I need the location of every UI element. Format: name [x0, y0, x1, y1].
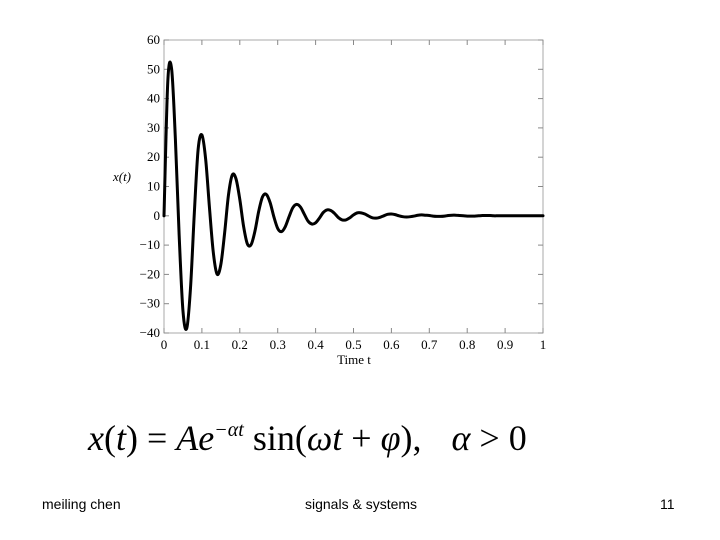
footer-course: signals & systems [305, 496, 418, 512]
y-tick-label: 60 [147, 32, 160, 47]
y-tick-label: −10 [140, 237, 160, 252]
formula-phi: φ [380, 418, 401, 458]
x-tick-label: 0.2 [232, 337, 248, 352]
y-ticks: 60 50 40 30 20 10 0 −10 −20 −30 −40 [140, 32, 543, 340]
x-tick-label: 0.5 [345, 337, 361, 352]
y-tick-label: −30 [140, 296, 160, 311]
y-tick-label: 20 [147, 149, 160, 164]
x-tick-label: 0.8 [459, 337, 475, 352]
footer-page-number: 11 [660, 496, 675, 512]
y-tick-label: 0 [154, 208, 161, 223]
formula-alpha: α [451, 418, 471, 458]
damped-sinusoid-formula: x(t) = Ae−αt sin(ωt + φ), α > 0 [88, 418, 527, 458]
series-line-x-of-t [162, 60, 545, 331]
y-tick-label: 40 [147, 91, 160, 106]
formula-e: e [198, 418, 215, 458]
x-ticks: 0 0.1 0.2 0.3 0.4 0.5 0.6 0.7 0.8 0.9 1 [161, 40, 547, 352]
formula-exponent: −αt [214, 419, 244, 441]
formula-x: x [88, 418, 104, 458]
y-axis-label: x(t) [112, 169, 131, 184]
x-tick-label: 0.7 [421, 337, 438, 352]
x-tick-label: 0.9 [497, 337, 513, 352]
y-tick-label: 30 [147, 120, 160, 135]
formula-eq: ) = [126, 418, 177, 458]
damped-oscillation-chart: 0 0.1 0.2 0.3 0.4 0.5 0.6 0.7 0.8 0.9 1 60 50 40 30 20… [112, 32, 547, 367]
x-tick-label: 0.6 [383, 337, 400, 352]
formula-plus: + [342, 418, 381, 458]
formula-sin: sin( [243, 418, 307, 458]
x-tick-label: 0.4 [307, 337, 324, 352]
footer-author: meiling chen [42, 496, 121, 512]
x-tick-label: 0 [161, 337, 168, 352]
formula-gt: > 0 [470, 418, 527, 458]
x-axis-label: Time t [337, 352, 371, 367]
y-tick-label: 10 [147, 179, 160, 194]
x-tick-label: 1 [540, 337, 547, 352]
x-tick-label: 0.1 [194, 337, 210, 352]
y-tick-label: −40 [140, 325, 160, 340]
x-tick-label: 0.3 [270, 337, 286, 352]
y-tick-label: 50 [147, 61, 160, 76]
plot-frame [163, 39, 544, 334]
y-tick-label: −20 [140, 266, 160, 281]
formula-close: ), [400, 418, 422, 458]
formula-A: A [176, 418, 199, 458]
formula-t: t [115, 418, 126, 458]
formula-t2: t [332, 418, 343, 458]
formula-omega: ω [306, 418, 333, 458]
